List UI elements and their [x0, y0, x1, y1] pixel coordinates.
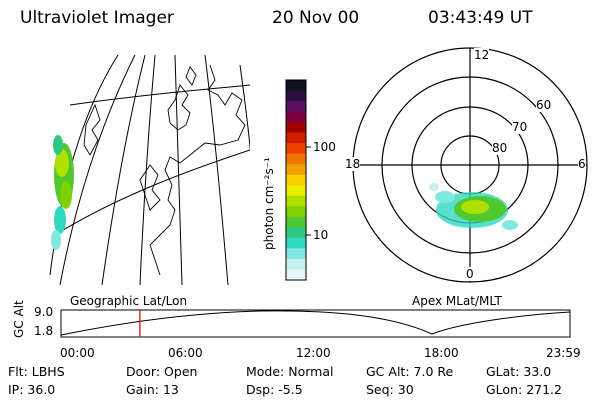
- x-tick-label: 12:00: [296, 346, 331, 360]
- colorbar-band: [286, 122, 306, 134]
- mlt-label-6: 6: [578, 157, 586, 171]
- colorbar-tick-label: 10: [313, 228, 329, 242]
- mlt-label-12: 12: [474, 48, 490, 62]
- param-gain: Gain: 13: [126, 382, 179, 397]
- x-tick-label: 06:00: [168, 346, 203, 360]
- colorbar-band: [286, 185, 306, 197]
- longitude-line: [239, 64, 250, 152]
- param-flt: Flt: LBHS: [8, 364, 65, 379]
- colorbar: [285, 79, 307, 281]
- coastline: [139, 164, 161, 211]
- param-mode: Mode: Normal: [246, 364, 334, 379]
- colorbar-band: [286, 269, 306, 281]
- y-max-label: 9.0: [34, 305, 54, 319]
- colorbar-unit-label: photon cm⁻²s⁻¹: [262, 157, 276, 250]
- longitude-line: [174, 54, 183, 285]
- coastline: [83, 103, 101, 156]
- colorbar-band: [286, 216, 306, 228]
- param-glon: GLon: 271.2: [486, 382, 562, 397]
- mlt-label-18: 18: [345, 157, 361, 171]
- longitude-line: [59, 54, 136, 285]
- gc-alt-axis-label: GC Alt: [12, 300, 26, 338]
- param-seq: Seq: 30: [366, 382, 414, 397]
- y-min-label: 1.8: [34, 324, 54, 338]
- colorbar-band: [286, 111, 306, 123]
- colorbar-band: [286, 101, 306, 113]
- colorbar-band: [286, 90, 306, 102]
- latitude-line: [54, 149, 250, 236]
- date-label: 20 Nov 00: [272, 8, 360, 28]
- coastline: [149, 64, 246, 276]
- param-dsp: Dsp: -5.5: [246, 382, 303, 397]
- param-door: Door: Open: [126, 364, 198, 379]
- x-tick-label: 18:00: [424, 346, 459, 360]
- time-label: 03:43:49 UT: [428, 8, 533, 28]
- colorbar-band: [286, 153, 306, 165]
- coastline: [167, 84, 191, 131]
- colorbar-band: [286, 174, 306, 186]
- x-tick-label: 00:00: [60, 346, 95, 360]
- colorbar-ticks: [306, 146, 311, 236]
- colorbar-band: [286, 258, 306, 270]
- longitude-line: [204, 54, 229, 285]
- colorbar-band: [286, 248, 306, 260]
- colorbar-band: [286, 227, 306, 239]
- aurora-emission-geo: [51, 135, 74, 250]
- colorbar-band: [286, 132, 306, 144]
- colorbar-band: [286, 80, 306, 92]
- aurora-oval: [429, 183, 518, 230]
- geographic-map: [49, 54, 250, 285]
- colorbar-border: [285, 79, 307, 281]
- x-tick-label: 23:59: [546, 346, 581, 360]
- instrument-title: Ultraviolet Imager: [20, 8, 174, 28]
- colorbar-band: [286, 237, 306, 249]
- longitude-line: [139, 54, 156, 285]
- lat-label-80: 80: [492, 141, 508, 155]
- latitude-line: [69, 84, 250, 106]
- altitude-curve: [60, 310, 571, 336]
- geographic-caption: Geographic Lat/Lon: [70, 294, 188, 308]
- lat-label-60: 60: [536, 98, 552, 112]
- mlt-label-0: 0: [466, 267, 474, 281]
- param-glat: GLat: 33.0: [486, 364, 552, 379]
- apex-caption: Apex MLat/MLT: [412, 294, 502, 308]
- param-gc-alt: GC Alt: 7.0 Re: [366, 364, 454, 379]
- param-ip: IP: 36.0: [8, 382, 56, 397]
- longitude-line: [101, 54, 146, 285]
- orbit-timeline: [60, 309, 571, 338]
- colorbar-band: [286, 164, 306, 176]
- coastline: [185, 66, 197, 86]
- polar-plot: [352, 47, 588, 283]
- colorbar-tick-label: 100: [313, 140, 336, 154]
- lat-label-70: 70: [512, 120, 528, 134]
- colorbar-band: [286, 195, 306, 207]
- colorbar-band: [286, 143, 306, 155]
- colorbar-band: [286, 206, 306, 218]
